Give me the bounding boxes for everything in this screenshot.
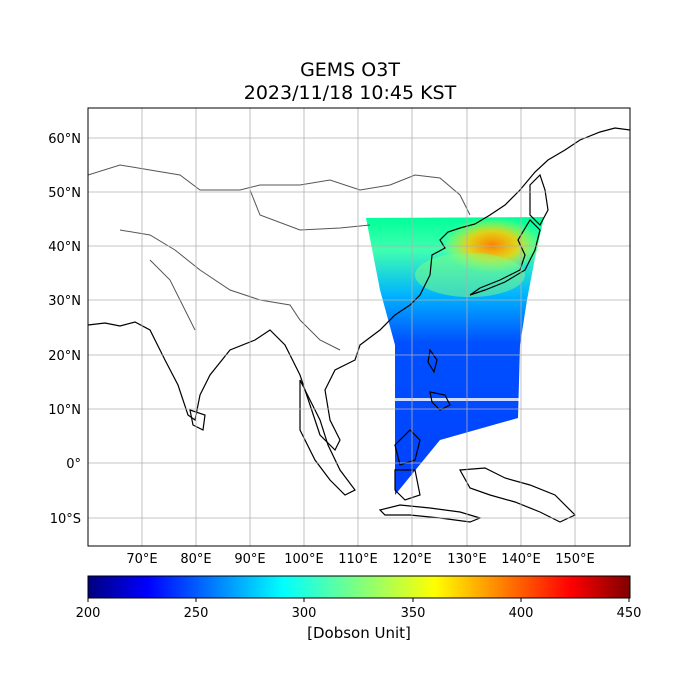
y-tick-label: 10°S [50,512,81,527]
colorbar-tick-label: 400 [509,606,534,621]
x-tick-label: 130°E [447,552,487,567]
map-grid [88,108,630,546]
colorbar-tick-label: 250 [184,606,209,621]
y-tick-label: 40°N [48,240,81,255]
y-tick-label: 60°N [48,132,81,147]
colorbar-label: [Dobson Unit] [307,624,411,642]
colorbar-tick-label: 200 [76,606,101,621]
y-tick-label: 50°N [48,186,81,201]
x-tick-label: 110°E [338,552,378,567]
colorbar [87,575,631,599]
x-tick-label: 120°E [392,552,432,567]
colorbar-tick-label: 450 [617,606,642,621]
x-tick-label: 80°E [180,552,211,567]
ozone-mid-region [415,253,525,297]
y-tick-label: 0° [66,457,81,472]
map-frame [87,107,631,547]
country-borders [88,164,471,351]
colorbar-tick-label: 300 [292,606,317,621]
colorbar-ticks [87,598,630,602]
swath-gap [393,398,520,401]
y-tick-label: 30°N [48,294,81,309]
y-tick-label: 20°N [48,349,81,364]
x-tick-label: 90°E [234,552,265,567]
x-tick-label: 150°E [555,552,595,567]
map-title: GEMS O3T [300,59,400,81]
x-tick-label: 70°E [126,552,157,567]
x-tick-label: 100°E [284,552,324,567]
map-subtitle: 2023/11/18 10:45 KST [243,82,457,104]
x-tick-label: 140°E [501,552,541,567]
y-tick-label: 10°N [48,403,81,418]
colorbar-tick-label: 350 [401,606,426,621]
